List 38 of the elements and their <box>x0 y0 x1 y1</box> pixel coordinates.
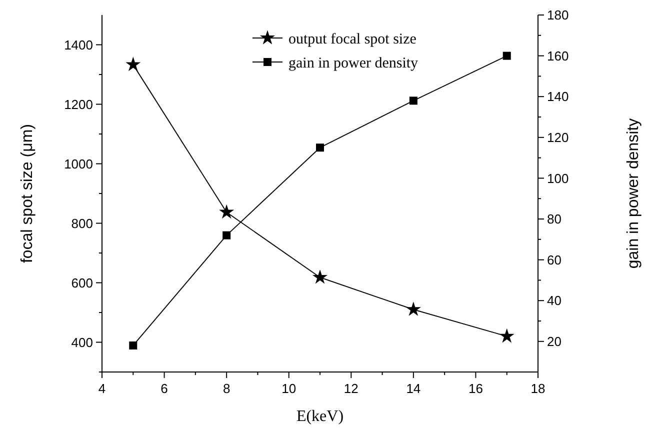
point <box>219 204 234 219</box>
point <box>499 328 514 343</box>
y-tick-label: 800 <box>71 216 93 231</box>
x-axis-title: E(keV) <box>296 408 344 425</box>
point <box>316 144 324 152</box>
y2-axis-title: gain in power density <box>625 118 642 269</box>
y2-tick-label: 100 <box>547 170 569 186</box>
y2-tick-label: 60 <box>547 252 562 268</box>
point <box>312 270 328 284</box>
y2-tick-label: 160 <box>547 48 569 64</box>
y2-tick-label: 120 <box>547 130 569 145</box>
y-tick-label: 1000 <box>64 156 93 172</box>
y2-tick-label: 80 <box>547 212 562 227</box>
x-tick-label: 14 <box>406 381 421 396</box>
point <box>222 231 231 240</box>
x-tick-label: 8 <box>222 381 230 396</box>
point <box>406 302 421 316</box>
y-axis-title: focal spot size (μm) <box>19 124 36 264</box>
legend-label: gain in power density <box>288 55 419 72</box>
point <box>129 341 138 350</box>
x-tick-label: 10 <box>282 381 296 396</box>
x-tick-label: 16 <box>468 381 483 396</box>
y-tick-label: 1400 <box>64 37 93 52</box>
legend-label: output focal spot size <box>288 31 417 48</box>
point <box>126 56 141 72</box>
y-tick-label: 1200 <box>64 96 93 112</box>
point <box>502 52 511 60</box>
x-tick-label: 6 <box>160 381 168 396</box>
y-tick-label: 400 <box>71 334 93 350</box>
x-tick-label: 4 <box>98 381 106 396</box>
y2-tick-label: 140 <box>547 89 569 104</box>
y2-tick-label: 20 <box>547 334 562 349</box>
x-tick-label: 12 <box>344 381 358 396</box>
y2-tick-label: 180 <box>547 8 569 23</box>
x-tick-label: 18 <box>530 381 546 396</box>
point <box>409 96 418 105</box>
y-tick-label: 600 <box>71 275 93 290</box>
y2-tick-label: 40 <box>547 293 562 308</box>
